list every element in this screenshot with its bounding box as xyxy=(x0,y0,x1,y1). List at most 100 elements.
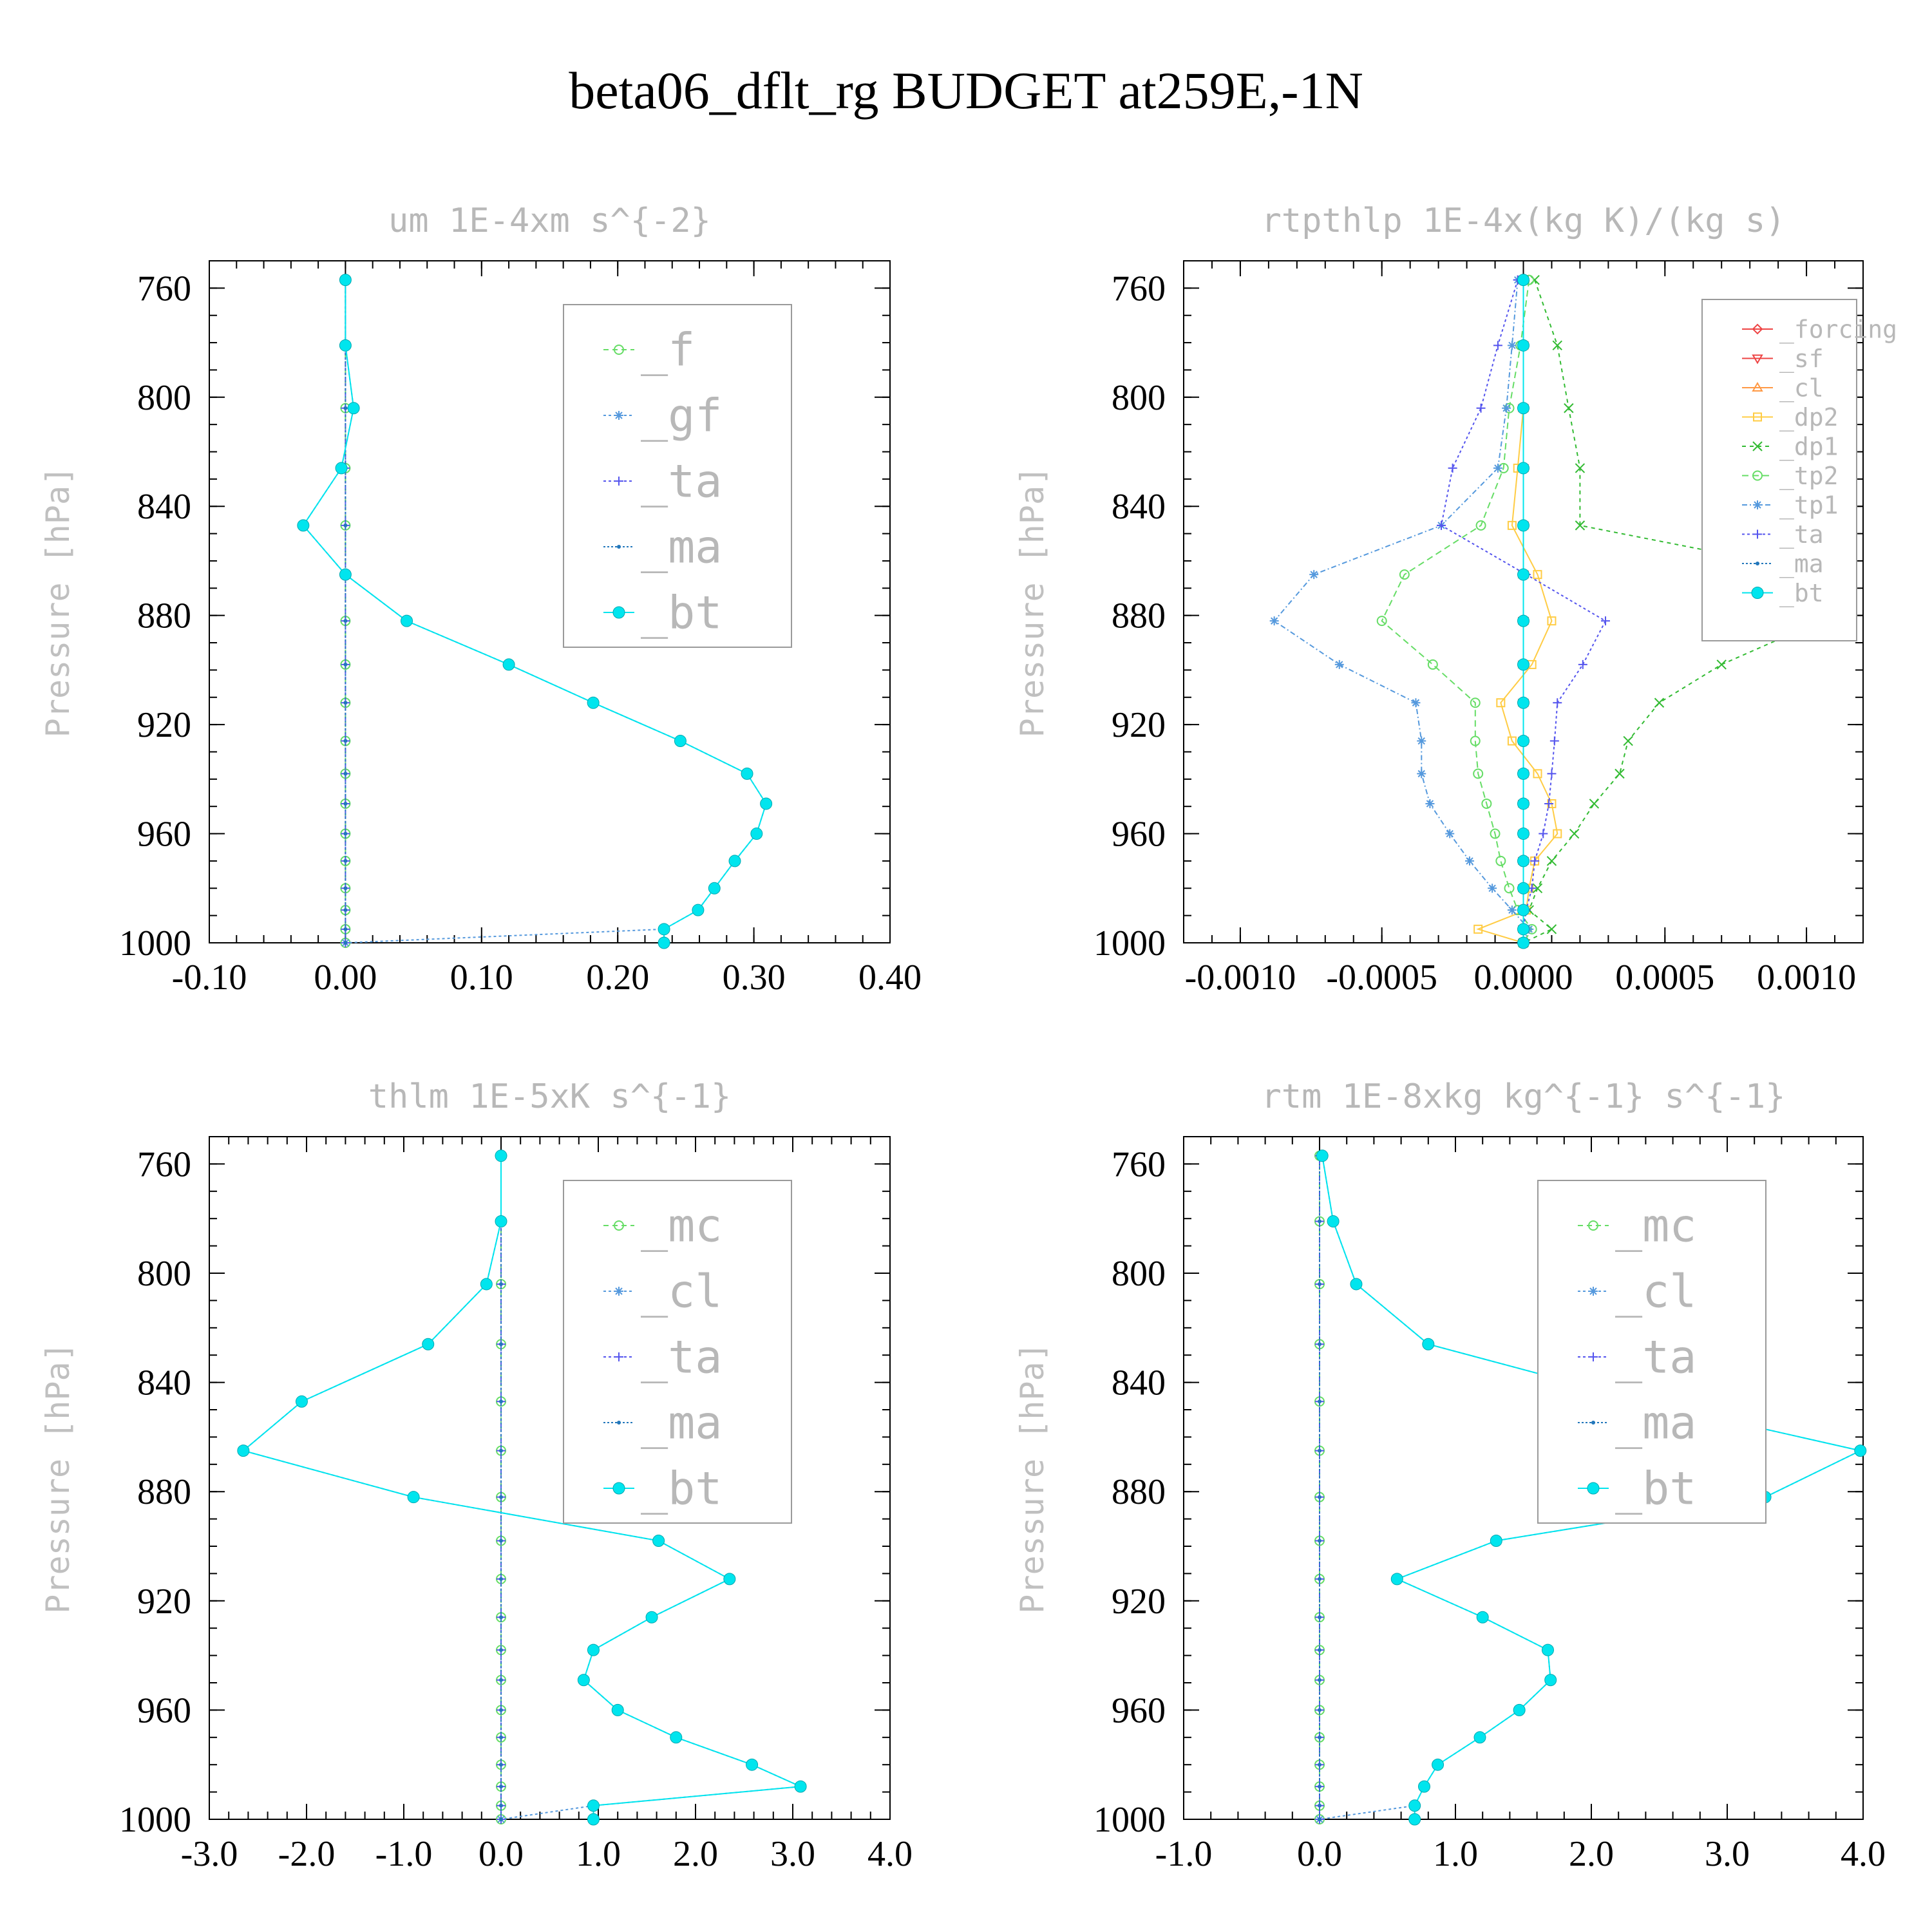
x-tick-label: 2.0 xyxy=(673,1834,718,1874)
data-point xyxy=(1408,1813,1421,1826)
x-tick-label: 0.30 xyxy=(723,958,786,998)
data-point xyxy=(422,1338,435,1350)
data-point xyxy=(1473,768,1484,779)
data-point xyxy=(1318,1763,1321,1767)
data-point xyxy=(343,941,348,945)
data-point xyxy=(343,523,348,527)
data-point xyxy=(1502,403,1511,413)
legend-item: _sf xyxy=(1742,345,1824,374)
data-point xyxy=(343,801,348,806)
legend-item: _cl xyxy=(1578,1265,1696,1318)
data-point xyxy=(499,1708,503,1712)
legend-item: _gf xyxy=(603,390,722,442)
x-tick-label: 0.0005 xyxy=(1615,958,1714,998)
data-point xyxy=(499,1495,503,1499)
y-tick-label: 1000 xyxy=(1094,923,1166,963)
y-tick-label: 1000 xyxy=(119,1800,191,1840)
legend-marker xyxy=(1752,441,1763,451)
data-point xyxy=(1517,855,1530,867)
legend-label: _sf xyxy=(1779,345,1824,374)
data-point xyxy=(1575,520,1586,531)
data-point xyxy=(343,701,348,705)
data-point xyxy=(407,1491,420,1504)
data-point xyxy=(1600,616,1610,626)
data-point xyxy=(499,1678,503,1682)
y-tick-label: 760 xyxy=(1112,269,1166,308)
data-point xyxy=(1318,1577,1321,1581)
legend-item: _bt xyxy=(1742,579,1824,608)
y-tick-label: 880 xyxy=(137,1472,191,1512)
data-point xyxy=(1445,829,1455,838)
data-point xyxy=(1473,924,1483,934)
legend-label: _cl xyxy=(641,1265,722,1318)
legend-item: _ta xyxy=(603,1331,722,1384)
data-point xyxy=(794,1780,807,1793)
data-point xyxy=(1488,884,1497,893)
data-point xyxy=(237,1444,250,1457)
legend-marker xyxy=(1588,1220,1598,1231)
legend: _mc _cl _ta _ma _bt xyxy=(563,1180,792,1524)
legend-marker xyxy=(1753,500,1762,509)
data-point xyxy=(1517,462,1530,475)
legend-marker xyxy=(614,477,623,486)
legend-marker xyxy=(1752,323,1763,335)
data-point xyxy=(1546,856,1557,866)
x-tick-label: 3.0 xyxy=(770,1834,815,1874)
data-point xyxy=(1318,1399,1321,1404)
x-tick-label: 1.0 xyxy=(1433,1834,1478,1874)
data-point xyxy=(343,406,348,410)
data-point xyxy=(1318,1678,1321,1682)
x-tick-label: -1.0 xyxy=(1155,1834,1213,1874)
data-point xyxy=(401,614,413,627)
data-point xyxy=(1549,736,1559,746)
data-point xyxy=(499,1803,503,1808)
series-line xyxy=(1440,279,1607,943)
legend-marker xyxy=(614,1352,623,1361)
legend-item: _cl xyxy=(603,1265,722,1318)
data-point xyxy=(1334,659,1344,669)
panel-title: rtpthlp 1E-4x(kg K)/(kg s) xyxy=(1262,202,1786,240)
data-point xyxy=(343,927,348,931)
legend-item: _mc xyxy=(1578,1200,1696,1253)
x-tick-label: 4.0 xyxy=(867,1834,913,1874)
legend-item: _bt xyxy=(603,1463,722,1515)
legend-label: _cl xyxy=(1615,1265,1696,1318)
data-point xyxy=(495,1215,507,1227)
data-point xyxy=(674,735,687,748)
data-point xyxy=(297,519,310,532)
data-point xyxy=(652,1535,665,1548)
series-line xyxy=(1523,279,1830,943)
y-tick-label: 960 xyxy=(1112,1690,1166,1730)
legend-marker xyxy=(617,1421,621,1425)
data-point xyxy=(335,462,348,475)
data-point xyxy=(1546,924,1557,934)
y-tick-label: 800 xyxy=(1112,378,1166,418)
data-point xyxy=(658,936,670,949)
data-point xyxy=(1507,905,1517,915)
x-tick-label: -1.0 xyxy=(375,1834,433,1874)
y-tick-label: 960 xyxy=(137,1690,191,1730)
figure-title: beta06_dflt_rg BUDGET at259E,-1N xyxy=(569,61,1363,120)
data-point xyxy=(1475,520,1486,531)
legend-marker xyxy=(1589,1287,1598,1296)
y-tick-label: 920 xyxy=(1112,705,1166,745)
panel-title: um 1E-4xm s^{-2} xyxy=(388,202,711,240)
legend-label: _ma xyxy=(1615,1397,1696,1450)
data-point xyxy=(1553,829,1562,838)
data-point xyxy=(1318,1539,1321,1543)
x-tick-label: -0.10 xyxy=(172,958,247,998)
legend-marker xyxy=(614,411,623,420)
x-tick-label: 0.10 xyxy=(450,958,513,998)
y-tick-label: 800 xyxy=(137,378,191,418)
legend-item: _dp2 xyxy=(1742,403,1839,432)
x-tick-label: 0.0 xyxy=(1297,1834,1342,1874)
panels: um 1E-4xm s^{-2}Pressure [hPa]-0.10 0.00 0… xyxy=(39,202,1897,1874)
data-point xyxy=(750,828,763,840)
data-point xyxy=(1564,403,1574,413)
x-tick-label: -3.0 xyxy=(181,1834,238,1874)
data-point xyxy=(499,1282,503,1286)
data-point xyxy=(1376,616,1387,627)
data-point xyxy=(1490,1535,1502,1548)
data-point xyxy=(1544,799,1554,808)
data-point xyxy=(1473,1731,1486,1744)
